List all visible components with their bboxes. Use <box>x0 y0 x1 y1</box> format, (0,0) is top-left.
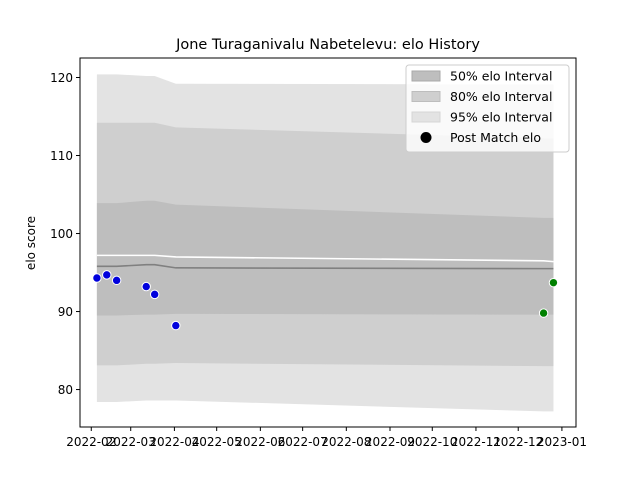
legend: 50% elo Interval 80% elo Interval 95% elo … <box>405 64 570 153</box>
y-tick-label: 80 <box>58 383 73 397</box>
x-tick-label: 2022-08 <box>321 435 371 449</box>
x-tick-label: 2022-07 <box>278 435 328 449</box>
legend-marker-post-match-elo <box>420 132 432 143</box>
x-tick-label: 2022-06 <box>235 435 285 449</box>
legend-label: 95% elo Interval <box>450 110 552 125</box>
legend-swatch-95-elo-interval <box>411 111 441 123</box>
x-tick-label: 2022-04 <box>149 435 199 449</box>
x-tick-label: 2023-01 <box>537 435 587 449</box>
axes-frame <box>79 57 577 428</box>
x-tick-label: 2022-11 <box>451 435 501 449</box>
x-tick-label: 2022-12 <box>493 435 543 449</box>
post-match-point <box>538 308 549 318</box>
post-match-point <box>149 289 160 300</box>
legend-swatch-50-elo-interval <box>411 70 441 82</box>
legend-label: Post Match elo <box>450 130 541 145</box>
mean-elo-line <box>96 254 554 263</box>
y-tick-label: 100 <box>50 227 73 241</box>
post-match-point <box>102 270 112 280</box>
y-tick-label: 90 <box>58 305 73 319</box>
post-match-point <box>171 320 181 331</box>
x-tick-label: 2022-10 <box>407 435 457 449</box>
legend-swatch-80-elo-interval <box>411 91 441 102</box>
post-match-point <box>92 273 102 283</box>
plot-area <box>92 74 559 412</box>
y-axis-label: elo score <box>24 216 38 270</box>
post-match-point <box>111 275 122 286</box>
chart-title: Jone Turaganivalu Nabetelevu: elo Histor… <box>175 37 480 53</box>
median-elo-line <box>96 263 554 270</box>
legend-box <box>405 64 570 153</box>
x-tick-label: 2022-02 <box>66 435 116 449</box>
post-match-point <box>548 277 559 288</box>
post-match-point <box>141 281 151 292</box>
legend-label: 80% elo Interval <box>450 89 552 104</box>
x-tick-label: 2022-03 <box>106 435 156 449</box>
x-tick-label: 2022-09 <box>365 435 415 449</box>
y-tick-label: 110 <box>50 149 73 163</box>
legend-label: 50% elo Interval <box>450 69 552 84</box>
axes: 80901001101202022-022022-032022-042022-0… <box>50 71 587 449</box>
x-tick-label: 2022-05 <box>192 435 242 449</box>
y-tick-label: 120 <box>50 71 73 85</box>
